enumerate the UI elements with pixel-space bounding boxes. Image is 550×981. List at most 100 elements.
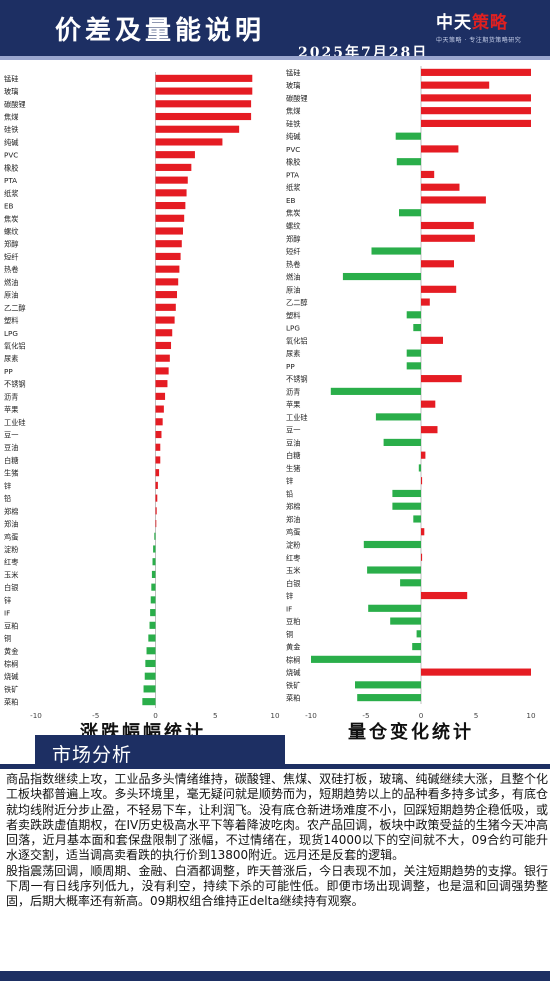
volume-oi-bar — [421, 119, 531, 127]
volume-oi-category-label: 豆粕 — [286, 617, 300, 626]
change-category-label: LPG — [4, 329, 18, 338]
volume-oi-bar — [421, 107, 531, 115]
volume-oi-bar — [421, 196, 486, 204]
header-stripe — [0, 56, 550, 60]
volume-oi-category-label: 尿素 — [286, 349, 300, 358]
volume-oi-bar — [421, 234, 475, 242]
change-category-label: 锌 — [4, 481, 11, 490]
volume-oi-bar — [396, 158, 421, 166]
volume-oi-category-label: 玻璃 — [286, 81, 300, 90]
volume-oi-category-label: 菜粕 — [286, 694, 300, 703]
change-tick-label: 5 — [213, 711, 218, 720]
change-category-label: 白糖 — [4, 456, 18, 465]
change-category-label: 热卷 — [4, 265, 18, 274]
volume-oi-category-label: 郑棉 — [286, 502, 300, 511]
change-bar — [155, 430, 162, 439]
change-bar — [149, 621, 156, 629]
change-category-label: 白银 — [4, 583, 18, 592]
volume-oi-category-label: 纸浆 — [286, 183, 300, 192]
change-category-label: 氧化铝 — [4, 341, 26, 350]
volume-oi-category-label: 郑油 — [286, 515, 300, 524]
logo-text-a: 中天 — [436, 13, 472, 33]
change-bar — [151, 570, 156, 579]
volume-oi-category-label: 铁矿 — [286, 681, 300, 690]
volume-oi-bar — [342, 272, 421, 281]
volume-oi-category-label: 锰硅 — [286, 68, 300, 77]
change-category-label: 郑醇 — [4, 240, 18, 249]
change-category-label: EB — [4, 202, 14, 211]
change-category-label: PTA — [4, 176, 17, 185]
change-bar — [155, 227, 183, 235]
change-bar — [152, 558, 156, 566]
change-category-label: 烧碱 — [4, 672, 18, 681]
change-bar — [155, 201, 186, 210]
volume-oi-bar — [392, 502, 421, 510]
volume-oi-bar — [413, 515, 421, 523]
change-category-label: 沥青 — [4, 392, 18, 401]
volume-oi-category-label: 铜 — [286, 630, 293, 639]
change-bar — [155, 443, 161, 451]
analysis-paragraph-commodities: 商品指数继续上攻，工业品多头情绪维持，碳酸锂、焦煤、双硅打板，玻璃、纯碱继续大涨… — [6, 772, 548, 863]
change-bar — [154, 532, 156, 540]
logo-text-b: 策略 — [472, 13, 508, 33]
volume-oi-category-label: 不锈钢 — [286, 375, 308, 384]
change-bar — [155, 278, 179, 286]
volume-oi-bar — [421, 94, 531, 102]
change-bar — [146, 647, 156, 655]
analysis-divider — [0, 764, 550, 769]
page-title: 价差及量能说明 — [55, 16, 266, 46]
change-bar — [155, 316, 175, 324]
volume-oi-category-label: 燃油 — [286, 273, 300, 282]
volume-oi-bar — [371, 247, 421, 255]
volume-oi-bar — [421, 400, 436, 408]
volume-oi-category-label: 苹果 — [286, 400, 300, 409]
analysis-body: 商品指数继续上攻，工业品多头情绪维持，碳酸锂、焦煤、双硅打板，玻璃、纯碱继续大涨… — [6, 772, 548, 910]
change-category-label: 铜 — [4, 634, 11, 643]
volume-oi-tick-label: -10 — [305, 711, 317, 720]
volume-oi-bar — [421, 375, 462, 383]
volume-oi-category-label: PVC — [286, 145, 300, 154]
volume-oi-category-label: 淀粉 — [286, 541, 300, 550]
change-category-label: 纯碱 — [4, 138, 18, 147]
volume-oi-bar — [421, 477, 423, 485]
change-tick-label: 10 — [270, 711, 280, 720]
change-category-label: 棕榈 — [4, 659, 18, 668]
change-bar — [142, 698, 156, 706]
change-bar — [153, 545, 156, 553]
change-bar — [155, 112, 252, 121]
change-bar — [155, 481, 158, 489]
volume-oi-category-label: 郑醇 — [286, 234, 300, 243]
change-category-label: 硅铁 — [4, 125, 18, 134]
volume-oi-bar — [400, 579, 421, 587]
change-bar — [150, 596, 156, 604]
volume-oi-bar — [421, 668, 531, 676]
change-tick-label: -5 — [92, 711, 99, 720]
change-bar — [155, 519, 157, 528]
change-bar — [155, 125, 240, 133]
change-bar — [155, 341, 172, 350]
change-category-label: IF — [4, 609, 10, 618]
volume-oi-category-label: 豆油 — [286, 438, 300, 447]
volume-oi-bar — [363, 540, 421, 549]
change-bar — [155, 163, 192, 171]
volume-oi-category-label: 碳酸锂 — [286, 94, 308, 103]
volume-oi-bar — [375, 413, 421, 421]
volume-oi-bar — [421, 81, 490, 89]
footer-bar — [0, 971, 550, 981]
change-bar — [151, 583, 156, 591]
volume-oi-category-label: 橡胶 — [286, 158, 300, 167]
volume-oi-category-label: IF — [286, 604, 292, 613]
change-bar — [155, 367, 169, 375]
volume-oi-category-label: 螺纹 — [286, 222, 300, 231]
change-category-label: 铁矿 — [4, 685, 18, 694]
volume-oi-tick-label: 10 — [526, 711, 536, 720]
change-bar — [155, 291, 178, 299]
change-bar — [155, 138, 223, 146]
volume-oi-bar — [330, 387, 421, 395]
change-category-label: 锰硅 — [4, 74, 18, 83]
volume-oi-chart-title: 量仓变化统计 — [348, 722, 474, 743]
change-bar — [150, 609, 156, 617]
volume-oi-bar — [421, 336, 443, 344]
